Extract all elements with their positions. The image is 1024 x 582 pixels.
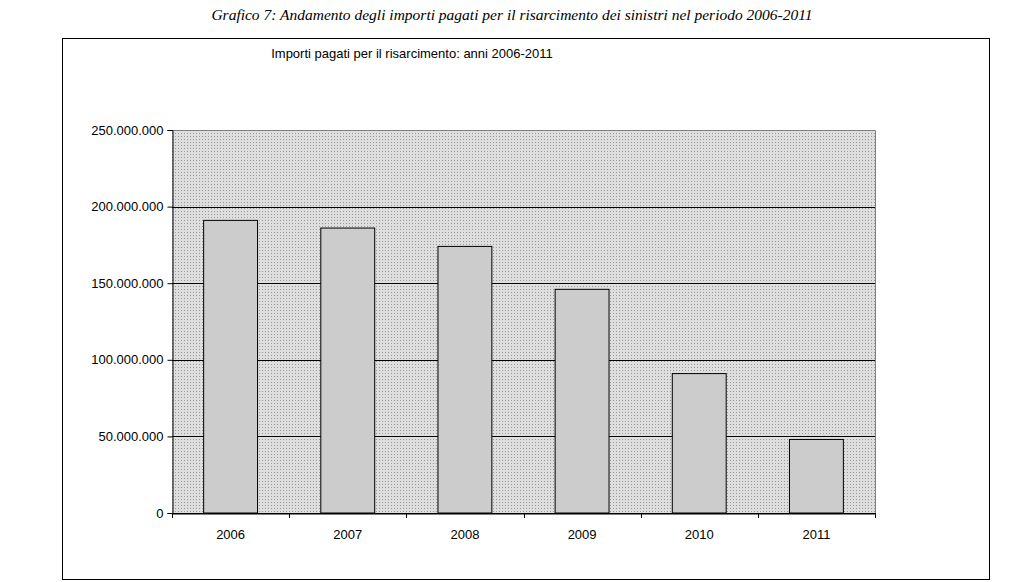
x-separator [524, 513, 525, 518]
plot-area [172, 130, 875, 513]
x-tick: 2008 [450, 514, 479, 542]
y-tick: 150.000.000 [91, 276, 172, 291]
y-tick-mark [168, 436, 173, 437]
y-tick-mark [168, 360, 173, 361]
x-tick: 2006 [216, 514, 245, 542]
plot-frame [172, 131, 876, 514]
x-tick-label: 2006 [216, 527, 245, 542]
chart-title: Importi pagati per il risarcimento: anni… [271, 46, 553, 61]
x-separator [875, 513, 876, 518]
grid-line [172, 436, 875, 437]
x-tick-label: 2011 [802, 527, 830, 542]
y-tick-label: 250.000.000 [91, 123, 163, 138]
caption: Grafico 7: Andamento degli importi pagat… [211, 6, 812, 23]
x-tick: 2010 [685, 514, 714, 542]
y-tick-label: 50.000.000 [98, 429, 163, 444]
y-tick-label: 100.000.000 [91, 352, 163, 367]
bar [204, 220, 258, 513]
y-tick: 250.000.000 [91, 123, 172, 138]
y-tick-mark [168, 130, 173, 131]
x-separator [406, 513, 407, 518]
y-tick: 50.000.000 [98, 429, 172, 444]
y-tick-mark [168, 207, 173, 208]
grid-line [172, 360, 875, 361]
grid-line [172, 207, 875, 208]
bars [204, 220, 844, 513]
x-tick-label: 2009 [568, 527, 597, 542]
bar [555, 289, 609, 513]
x-axis: 2006 2007 2008 2009 2010 2011 [173, 514, 876, 542]
y-tick: 200.000.000 [91, 199, 172, 214]
x-separator [758, 513, 759, 518]
chart: Grafico 7: Andamento degli importi pagat… [0, 0, 1024, 582]
y-tick: 100.000.000 [91, 352, 172, 367]
y-tick: 0 [156, 506, 172, 521]
chart-frame [63, 39, 990, 580]
y-axis-line [168, 131, 174, 514]
x-separator [289, 513, 290, 518]
bar [672, 374, 726, 513]
grid [172, 131, 875, 514]
bar [321, 228, 375, 513]
x-separator [172, 513, 173, 518]
y-tick-label: 0 [156, 506, 163, 521]
y-tick-label: 150.000.000 [91, 276, 163, 291]
grid-line [172, 283, 875, 284]
x-separators [173, 513, 876, 518]
bar [438, 246, 492, 513]
x-tick: 2011 [802, 514, 830, 542]
x-tick: 2009 [568, 514, 597, 542]
x-tick-label: 2008 [450, 527, 479, 542]
grid-line [172, 513, 875, 514]
x-tick-label: 2010 [685, 527, 714, 542]
x-tick: 2007 [333, 514, 362, 542]
x-separator [641, 513, 642, 518]
x-tick-label: 2007 [333, 527, 362, 542]
y-tick-mark [168, 283, 173, 284]
bar [789, 439, 843, 513]
y-axis: 0 50.000.000 100.000.000 150.000.000 200.000… [91, 123, 173, 521]
y-tick-mark [168, 513, 173, 514]
y-tick-label: 200.000.000 [91, 199, 163, 214]
